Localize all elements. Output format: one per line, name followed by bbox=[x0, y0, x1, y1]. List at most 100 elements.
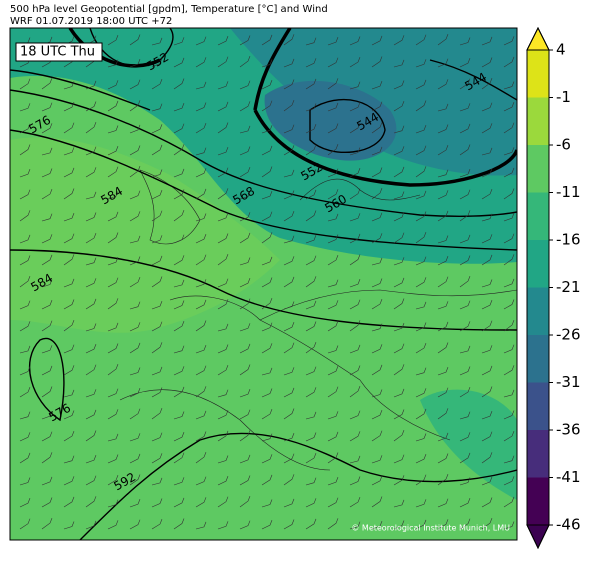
wind-barb bbox=[19, 144, 31, 156]
wind-barb bbox=[437, 301, 449, 310]
wind-barb bbox=[41, 168, 53, 178]
wind-barb bbox=[129, 519, 141, 530]
wind-barb bbox=[217, 122, 229, 134]
wind-barb bbox=[459, 210, 471, 222]
wind-barb bbox=[283, 124, 295, 134]
wind-barb bbox=[239, 495, 251, 508]
wind-barb bbox=[393, 257, 405, 266]
wind-barb bbox=[305, 37, 317, 46]
wind-barb bbox=[349, 521, 361, 530]
wind-barb bbox=[195, 36, 207, 46]
wind-barb bbox=[195, 497, 207, 508]
wind-barb bbox=[305, 123, 317, 134]
wind-barb bbox=[371, 409, 383, 420]
subtitle: WRF 01.07.2019 18:00 UTC +72 bbox=[10, 16, 172, 27]
wind-barb bbox=[459, 57, 471, 68]
wind-barb bbox=[283, 432, 295, 442]
wind-barb bbox=[217, 101, 229, 112]
wind-barb bbox=[85, 278, 97, 288]
wind-barb bbox=[63, 167, 75, 178]
wind-barb bbox=[217, 389, 229, 398]
wind-barb bbox=[41, 254, 53, 266]
wind-barb bbox=[195, 365, 207, 376]
wind-barb bbox=[349, 167, 361, 178]
wind-barb bbox=[481, 517, 493, 530]
wind-barb bbox=[349, 496, 361, 508]
wind-barb bbox=[195, 410, 207, 420]
wind-barb bbox=[195, 386, 207, 398]
wind-barb bbox=[261, 277, 273, 288]
wind-barb bbox=[349, 365, 361, 376]
wind-barb bbox=[129, 235, 141, 244]
wind-barb bbox=[107, 277, 119, 288]
wind-barb bbox=[173, 411, 185, 420]
wind-barb bbox=[415, 453, 427, 464]
wind-barb bbox=[415, 59, 427, 68]
wind-barb bbox=[393, 520, 405, 530]
wind-barb bbox=[107, 322, 119, 332]
wind-barb bbox=[283, 34, 295, 46]
wind-barb bbox=[41, 279, 53, 288]
wind-barb bbox=[217, 188, 229, 200]
wind-barb bbox=[107, 520, 119, 530]
wind-barb bbox=[19, 411, 31, 420]
wind-barb bbox=[195, 431, 207, 442]
wind-barb bbox=[283, 301, 295, 310]
wind-barb bbox=[393, 499, 405, 508]
wind-barb bbox=[261, 343, 273, 354]
wind-barb bbox=[107, 433, 119, 442]
wind-barb bbox=[239, 430, 251, 442]
wind-barb bbox=[107, 80, 119, 90]
wind-barb bbox=[63, 212, 75, 222]
wind-barb bbox=[437, 366, 449, 376]
wind-barb bbox=[437, 103, 449, 112]
wind-barb bbox=[459, 103, 471, 112]
wind-barb bbox=[503, 389, 515, 398]
wind-barb bbox=[217, 212, 229, 222]
colorbar-band bbox=[527, 97, 549, 145]
wind-barb bbox=[151, 210, 163, 222]
wind-barb bbox=[305, 78, 317, 90]
wind-barb bbox=[415, 277, 427, 288]
wind-barb bbox=[437, 79, 449, 90]
wind-barb bbox=[415, 231, 427, 244]
wind-barb bbox=[349, 320, 361, 332]
wind-barb bbox=[371, 364, 383, 376]
wind-barb bbox=[41, 123, 53, 134]
wind-barb bbox=[459, 345, 471, 354]
wind-barb bbox=[261, 474, 273, 486]
wind-barb bbox=[283, 367, 295, 376]
wind-barb bbox=[305, 452, 317, 464]
wind-barb bbox=[85, 343, 97, 354]
wind-barb bbox=[85, 121, 97, 134]
wind-barb bbox=[239, 520, 251, 530]
wind-barb bbox=[459, 123, 471, 134]
wind-barb bbox=[415, 211, 427, 222]
colorbar-band bbox=[527, 192, 549, 240]
wind-barb bbox=[85, 430, 97, 442]
wind-barb bbox=[305, 387, 317, 398]
wind-barb bbox=[437, 255, 449, 266]
wind-barb bbox=[415, 124, 427, 134]
time-box bbox=[15, 42, 103, 62]
coastline bbox=[119, 169, 517, 471]
wind-barb bbox=[239, 55, 251, 68]
wind-barb bbox=[85, 389, 97, 398]
wind-barb bbox=[195, 57, 207, 68]
wind-barb bbox=[481, 147, 493, 156]
wind-barb bbox=[305, 189, 317, 200]
wind-barb bbox=[85, 101, 97, 112]
wind-barb bbox=[239, 80, 251, 90]
wind-barb bbox=[437, 169, 449, 178]
wind-barb bbox=[195, 188, 207, 200]
wind-barb bbox=[437, 453, 449, 464]
wind-barb bbox=[305, 300, 317, 310]
wind-barb bbox=[437, 58, 449, 68]
wind-barb bbox=[459, 189, 471, 200]
wind-barb bbox=[459, 497, 471, 508]
wind-barb bbox=[85, 191, 97, 200]
wind-barb bbox=[261, 433, 273, 442]
wind-barb bbox=[503, 81, 515, 90]
wind-barb bbox=[437, 408, 449, 420]
wind-barb bbox=[459, 300, 471, 310]
